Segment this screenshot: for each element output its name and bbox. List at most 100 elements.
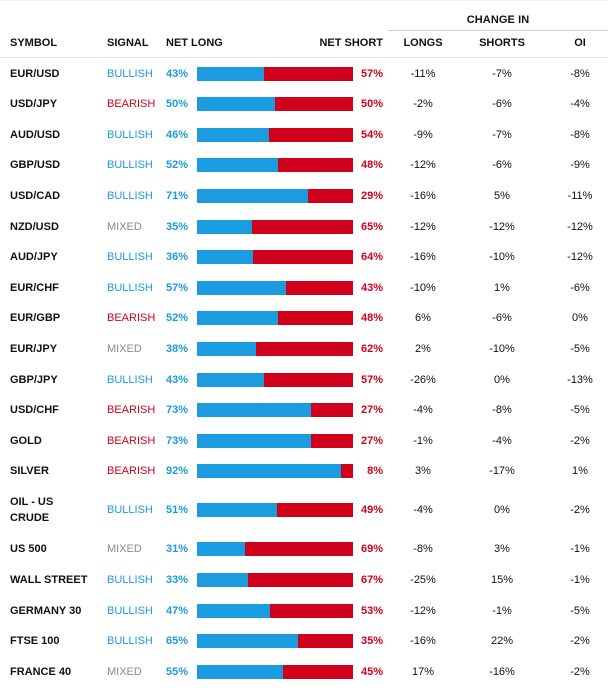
symbol-cell[interactable]: GBP/USD xyxy=(10,159,61,171)
net-long-value: 73% xyxy=(166,404,189,416)
net-position-bar xyxy=(197,634,353,648)
longs-change-value: 3% xyxy=(415,465,431,477)
net-short-value: 57% xyxy=(360,374,383,386)
symbol-cell[interactable]: FRANCE 40 xyxy=(10,666,72,678)
net-long-bar-fill xyxy=(197,403,311,417)
net-position-bar xyxy=(197,373,353,387)
symbol-cell[interactable]: GBP/JPY xyxy=(10,374,58,386)
symbol-cell[interactable]: AUD/JPY xyxy=(10,251,58,263)
net-short-value: 62% xyxy=(360,343,383,355)
net-long-bar-fill xyxy=(197,503,277,517)
oi-change-value: -8% xyxy=(570,129,590,141)
longs-change-value: -12% xyxy=(410,159,436,171)
signal-label: MIXED xyxy=(107,666,142,678)
net-long-bar-fill xyxy=(197,281,286,295)
symbol-cell[interactable]: USD/CHF xyxy=(10,404,59,416)
symbol-cell[interactable]: US 500 xyxy=(10,543,47,555)
shorts-change-value: -16% xyxy=(489,666,515,678)
symbol-cell[interactable]: NZD/USD xyxy=(10,221,59,233)
symbol-cell[interactable]: WALL STREET xyxy=(10,574,88,586)
net-long-bar-fill xyxy=(197,189,308,203)
symbol-cell[interactable]: EUR/USD xyxy=(10,68,60,80)
net-short-value: 64% xyxy=(360,251,383,263)
net-long-value: 92% xyxy=(166,465,189,477)
net-long-bar-fill xyxy=(197,342,256,356)
table-row[interactable]: EUR/USD BULLISH 43% 57% -11% -7% -8% xyxy=(0,0,608,81)
net-long-column-header[interactable]: NET LONG xyxy=(166,37,223,49)
shorts-change-value: -10% xyxy=(489,343,515,355)
shorts-change-value: -10% xyxy=(489,251,515,263)
table-row[interactable]: EUR/GBP BEARISH 52% 48% 6% -6% 0% xyxy=(0,0,608,325)
net-long-bar-fill xyxy=(197,464,341,478)
longs-change-value: -16% xyxy=(410,635,436,647)
symbol-cell[interactable]: EUR/CHF xyxy=(10,282,59,294)
longs-column-header[interactable]: LONGS xyxy=(403,37,443,49)
net-long-value: 46% xyxy=(166,129,189,141)
symbol-cell[interactable]: OIL - US CRUDE xyxy=(10,496,54,524)
oi-change-value: -4% xyxy=(570,98,590,110)
table-row[interactable]: USD/CAD BULLISH 71% 29% -16% 5% -11% xyxy=(0,0,608,203)
symbol-column-header[interactable]: SYMBOL xyxy=(10,37,58,49)
signal-column-header[interactable]: SIGNAL xyxy=(107,37,149,49)
net-position-bar xyxy=(197,464,353,478)
longs-change-value: -16% xyxy=(410,251,436,263)
longs-change-value: -4% xyxy=(413,404,433,416)
shorts-change-value: -6% xyxy=(492,98,512,110)
table-row[interactable]: WALL STREET BULLISH 33% 67% -25% 15% -1% xyxy=(0,0,608,587)
symbol-cell[interactable]: USD/JPY xyxy=(10,98,58,110)
net-long-bar-fill xyxy=(197,128,269,142)
net-long-bar-fill xyxy=(197,220,252,234)
net-position-bar xyxy=(197,403,353,417)
oi-change-value: -2% xyxy=(570,635,590,647)
net-long-value: 31% xyxy=(166,543,189,555)
shorts-change-value: 22% xyxy=(490,635,514,647)
symbol-cell[interactable]: USD/CAD xyxy=(10,190,61,202)
oi-change-value: -1% xyxy=(570,543,590,555)
signal-label: MIXED xyxy=(107,221,142,233)
symbol-cell[interactable]: EUR/JPY xyxy=(10,343,58,355)
table-row[interactable]: EUR/JPY MIXED 38% 62% 2% -10% -5% xyxy=(0,0,608,356)
net-short-value: 8% xyxy=(367,465,383,477)
symbol-cell[interactable]: AUD/USD xyxy=(10,129,61,141)
net-short-value: 27% xyxy=(360,404,383,416)
longs-change-value: -16% xyxy=(410,190,436,202)
oi-change-value: -2% xyxy=(570,666,590,678)
signal-label: BULLISH xyxy=(107,68,153,80)
shorts-column-header[interactable]: SHORTS xyxy=(479,37,525,49)
net-long-value: 43% xyxy=(166,374,189,386)
oi-change-value: -2% xyxy=(570,435,590,447)
symbol-cell[interactable]: GERMANY 30 xyxy=(10,605,82,617)
shorts-change-value: -8% xyxy=(492,404,512,416)
symbol-cell[interactable]: GOLD xyxy=(10,435,42,447)
net-short-value: 29% xyxy=(360,190,383,202)
net-long-bar-fill xyxy=(197,634,298,648)
symbol-cell[interactable]: EUR/GBP xyxy=(10,312,61,324)
net-position-bar xyxy=(197,503,353,517)
signal-label: BULLISH xyxy=(107,129,153,141)
net-short-value: 50% xyxy=(360,98,383,110)
net-long-value: 52% xyxy=(166,159,189,171)
oi-change-value: -5% xyxy=(570,605,590,617)
symbol-cell[interactable]: SILVER xyxy=(10,465,49,477)
symbol-cell[interactable]: FTSE 100 xyxy=(10,635,60,647)
net-position-bar xyxy=(197,434,353,448)
shorts-change-value: 0% xyxy=(494,374,510,386)
signal-label: BULLISH xyxy=(107,574,153,586)
longs-change-value: -26% xyxy=(410,374,436,386)
oi-column-header[interactable]: OI xyxy=(574,37,586,49)
longs-change-value: -2% xyxy=(413,98,433,110)
net-long-value: 50% xyxy=(166,98,189,110)
net-short-value: 35% xyxy=(360,635,383,647)
change-in-header: CHANGE IN xyxy=(388,10,608,31)
signal-label: BULLISH xyxy=(107,635,153,647)
net-long-value: 33% xyxy=(166,574,189,586)
net-short-value: 48% xyxy=(360,312,383,324)
oi-change-value: -13% xyxy=(567,374,593,386)
net-long-value: 43% xyxy=(166,68,189,80)
table-row[interactable]: US 500 MIXED 31% 69% -8% 3% -1% xyxy=(0,0,608,556)
shorts-change-value: 0% xyxy=(494,504,510,516)
net-position-bar xyxy=(197,97,353,111)
net-short-column-header[interactable]: NET SHORT xyxy=(319,37,383,49)
